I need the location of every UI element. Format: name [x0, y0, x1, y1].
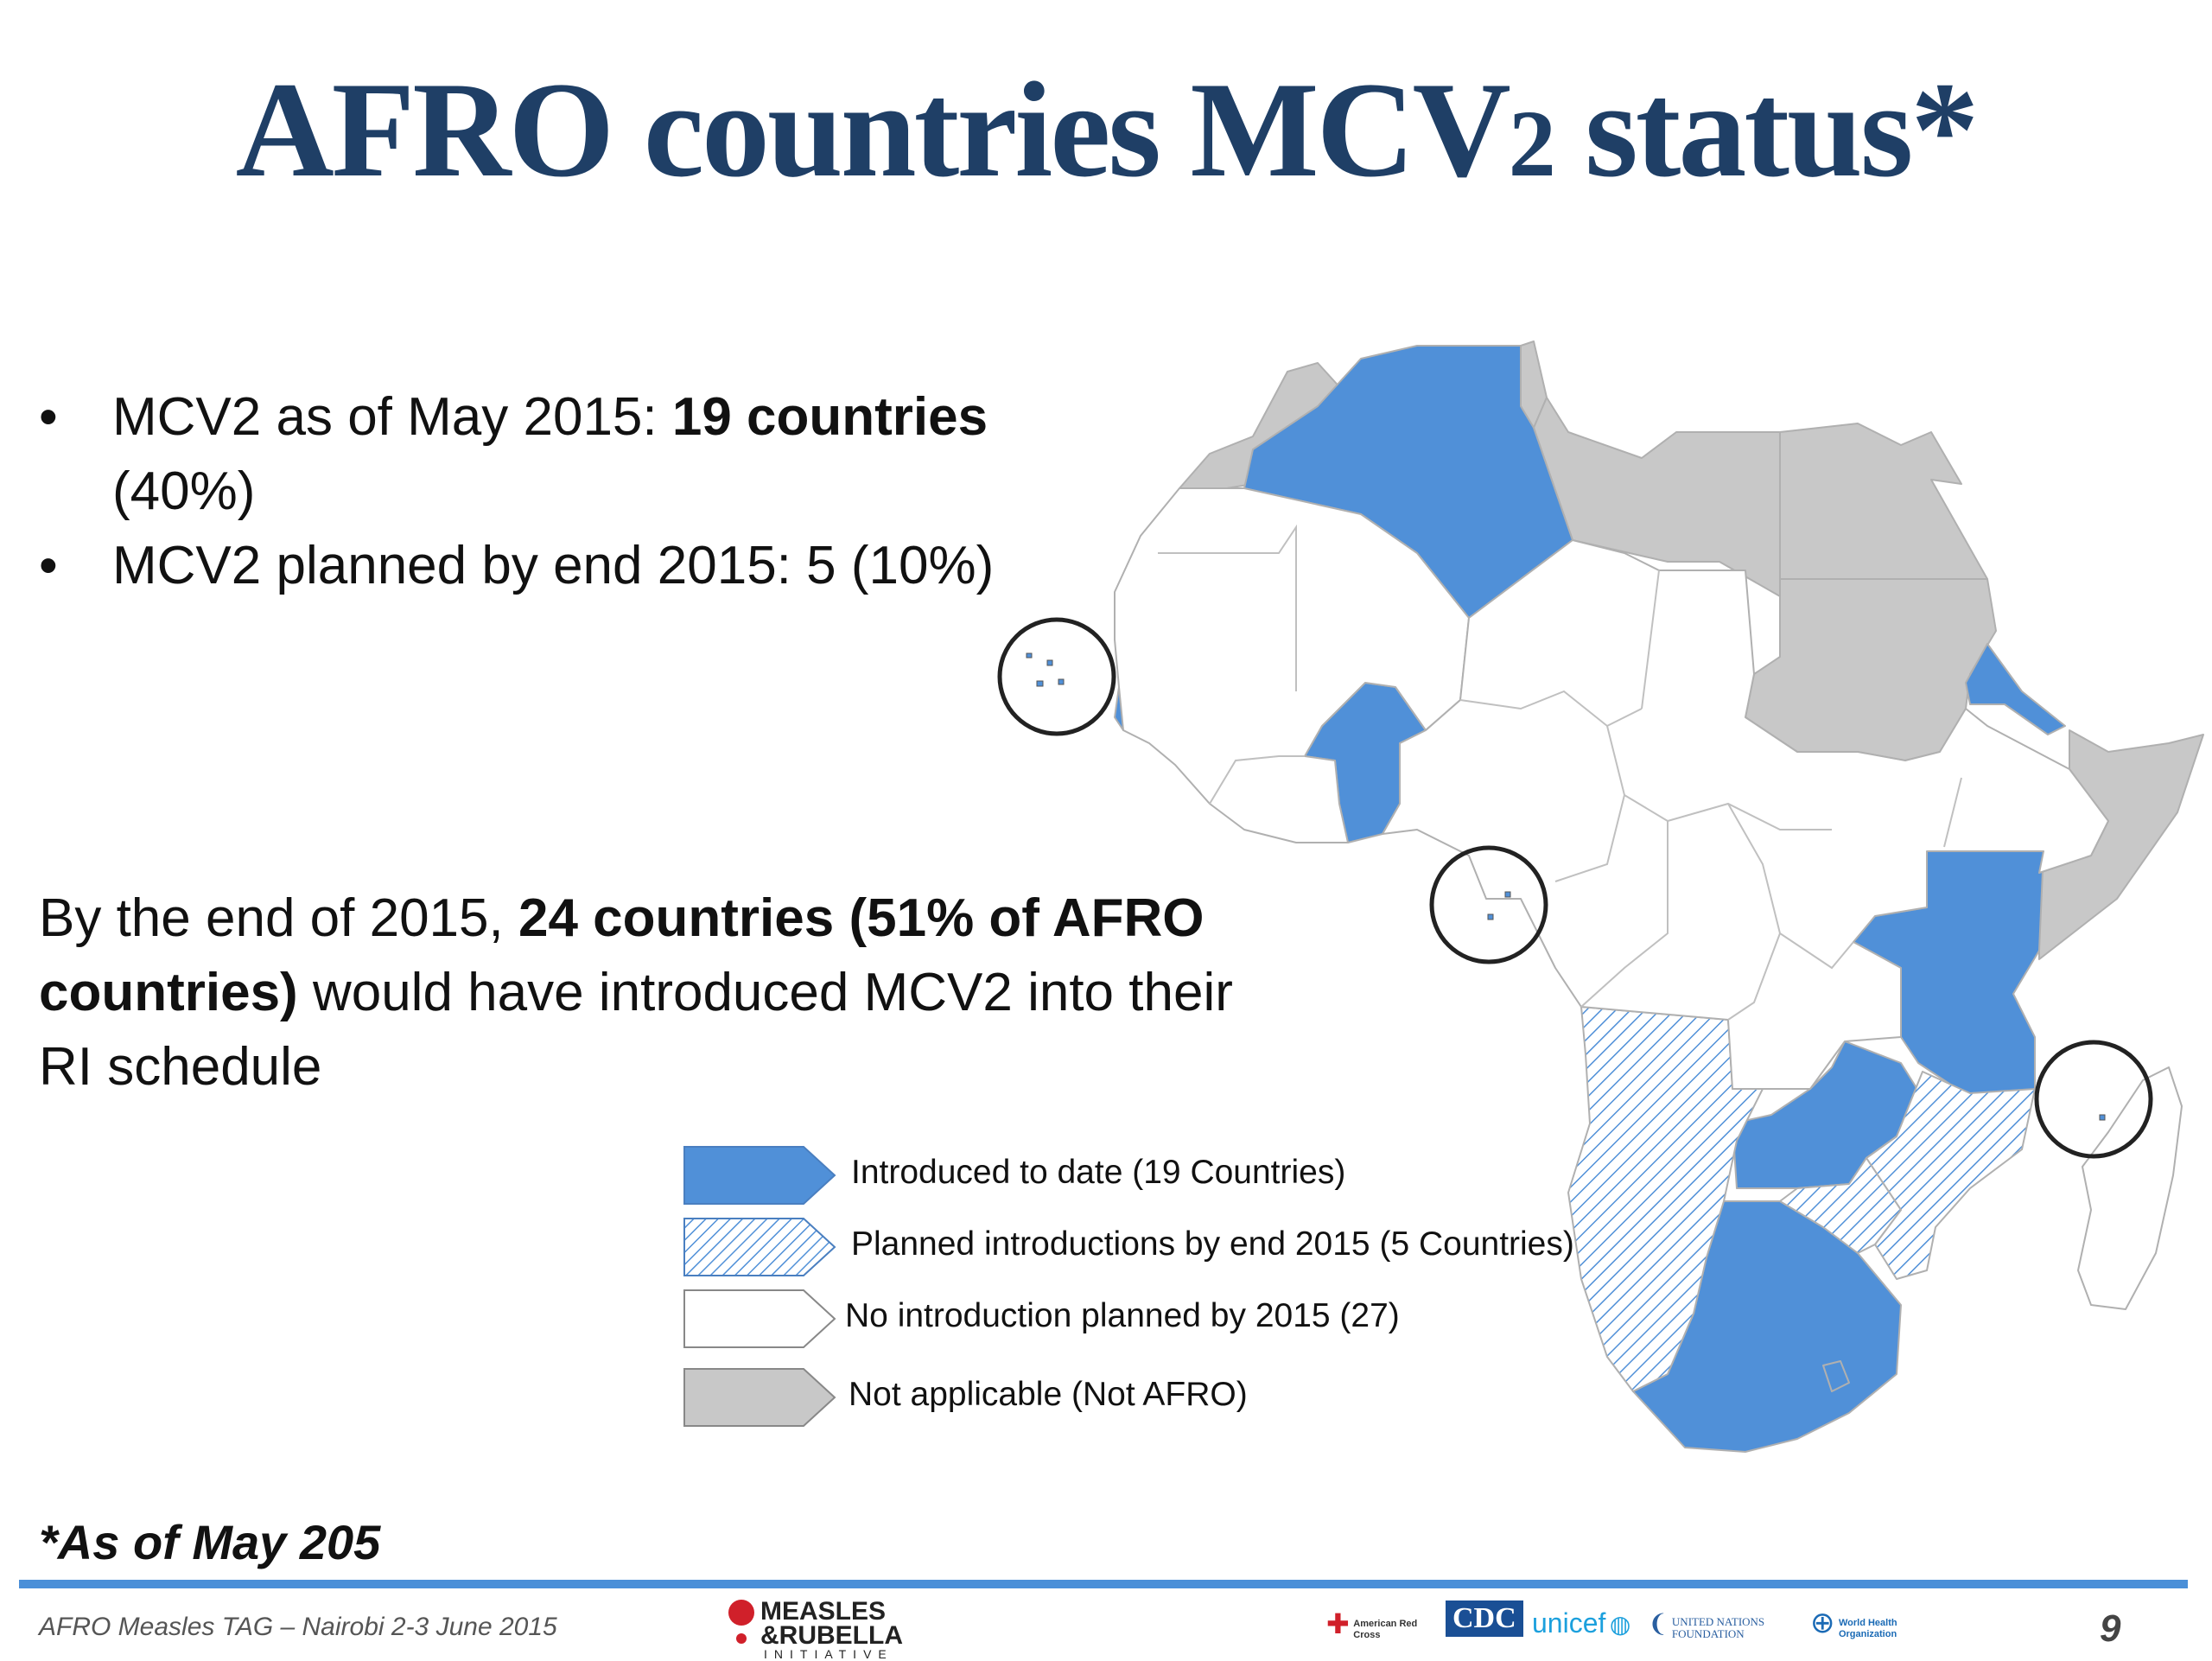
callout-circle-mauritius — [2034, 1040, 2153, 1159]
cdc-logo: CDC — [1446, 1601, 1523, 1637]
border-line — [1158, 524, 1297, 691]
border-line — [1459, 690, 1643, 728]
legend-item-not-applicable: Not applicable (Not AFRO) — [683, 1367, 1633, 1428]
logo-text: World Health Organization — [1838, 1617, 1897, 1639]
unicef-logo: unicef ◍ — [1532, 1607, 1630, 1639]
footer-event: AFRO Measles TAG – Nairobi 2-3 June 2015 — [39, 1613, 557, 1641]
legend-item-planned: Planned introductions by end 2015 (5 Cou… — [683, 1217, 1633, 1277]
border-line — [1580, 821, 1669, 1008]
legend-swatch-planned — [683, 1218, 836, 1276]
island-marker — [1026, 652, 1033, 659]
un-foundation-logo: ❨ UNITED NATIONS FOUNDATION — [1648, 1609, 1810, 1640]
logo-text: unicef — [1532, 1607, 1606, 1639]
country-madagascar — [2077, 1066, 2183, 1310]
border-line — [1606, 725, 1832, 830]
country-zambia-hatch — [1779, 1157, 1902, 1254]
legend-label: No introduction planned by 2015 (27) — [845, 1297, 1400, 1334]
bullet-bold: 19 countries — [671, 387, 988, 447]
island-marker — [1058, 678, 1065, 685]
bullet-item: • MCV2 as of May 2015: 19 countries (40%… — [39, 380, 1076, 529]
who-emblem-icon: ⊕ — [1810, 1607, 1835, 1639]
legend-item-introduced: Introduced to date (19 Countries) — [683, 1145, 1633, 1206]
callout-circle-sao-tome — [1429, 845, 1548, 964]
logo-text: CDC — [1446, 1601, 1523, 1637]
country-egypt — [1779, 423, 1988, 580]
island-marker — [1036, 680, 1044, 687]
legend-item-none: No introduction planned by 2015 (27) — [683, 1289, 1633, 1349]
legend-swatch-not-applicable — [683, 1368, 836, 1427]
legend-label: Introduced to date (19 Countries) — [851, 1154, 1346, 1191]
bullet-list: • MCV2 as of May 2015: 19 countries (40%… — [39, 380, 1076, 603]
bullet-text: MCV2 planned by end 2015: 5 (10%) — [112, 536, 995, 595]
border-line — [1209, 755, 1305, 805]
callout-circle-cape-verde — [997, 617, 1116, 736]
legend-label: Not applicable (Not AFRO) — [849, 1376, 1248, 1413]
summary-part1: By the end of 2015, — [39, 888, 518, 948]
country-lesotho — [1822, 1360, 1850, 1392]
title-subscript: 2 — [1508, 91, 1556, 196]
island-marker — [1504, 891, 1511, 898]
measles-dot-icon — [728, 1600, 754, 1644]
bullet-text: MCV2 as of May 2015: — [112, 387, 672, 447]
border-line — [1641, 570, 1660, 710]
legend-swatch-none — [683, 1289, 836, 1348]
country-eritrea — [1965, 643, 2066, 735]
island-marker — [1487, 913, 1494, 920]
border-line — [1554, 794, 1625, 882]
red-cross-logo: ✚ American Red Cross — [1326, 1607, 1418, 1641]
footnote: *As of May 205 — [39, 1515, 381, 1569]
border-line — [1943, 777, 1962, 848]
logo-text: MEASLES — [760, 1597, 887, 1626]
africa-map — [997, 340, 2204, 1453]
un-foundation-icon: ❨ — [1648, 1610, 1669, 1637]
footer-rule — [19, 1580, 2188, 1588]
border-line — [1727, 932, 1781, 1021]
page-number: 9 — [2100, 1607, 2121, 1650]
legend-label: Planned introductions by end 2015 (5 Cou… — [851, 1225, 1574, 1263]
bullet-dot-icon: • — [39, 536, 58, 595]
legend-swatch-introduced — [683, 1146, 836, 1205]
title-end: status* — [1553, 54, 1979, 206]
island-marker — [2099, 1114, 2106, 1121]
country-morocco — [1179, 362, 1362, 489]
island-marker — [1046, 659, 1053, 666]
red-cross-icon: ✚ — [1326, 1608, 1350, 1639]
slide-title: AFRO countries MCV2 status* — [0, 52, 2212, 209]
who-logo: ⊕ World Health Organization — [1810, 1606, 1908, 1640]
unicef-globe-icon: ◍ — [1609, 1611, 1631, 1638]
title-main: AFRO countries MCV — [235, 54, 1511, 206]
bullet-item: • MCV2 planned by end 2015: 5 (10%) — [39, 529, 1076, 603]
bullet-dot-icon: • — [39, 387, 58, 447]
summary-paragraph: By the end of 2015, 24 countries (51% of… — [39, 881, 1292, 1104]
country-central-africa — [1382, 539, 2109, 1090]
logo-text: American Red Cross — [1353, 1618, 1418, 1640]
logo-text: UNITED NATIONS FOUNDATION — [1671, 1614, 1765, 1640]
bullet-continuation: (40%) — [112, 461, 256, 521]
summary-bold: 24 countries (51% of AFRO countries) — [39, 888, 1205, 1022]
logo-text: &RUBELLA — [760, 1621, 903, 1650]
summary-part2: would have introduced MCV2 into their RI… — [39, 963, 1233, 1097]
logo-text: INITIATIVE — [764, 1647, 893, 1661]
